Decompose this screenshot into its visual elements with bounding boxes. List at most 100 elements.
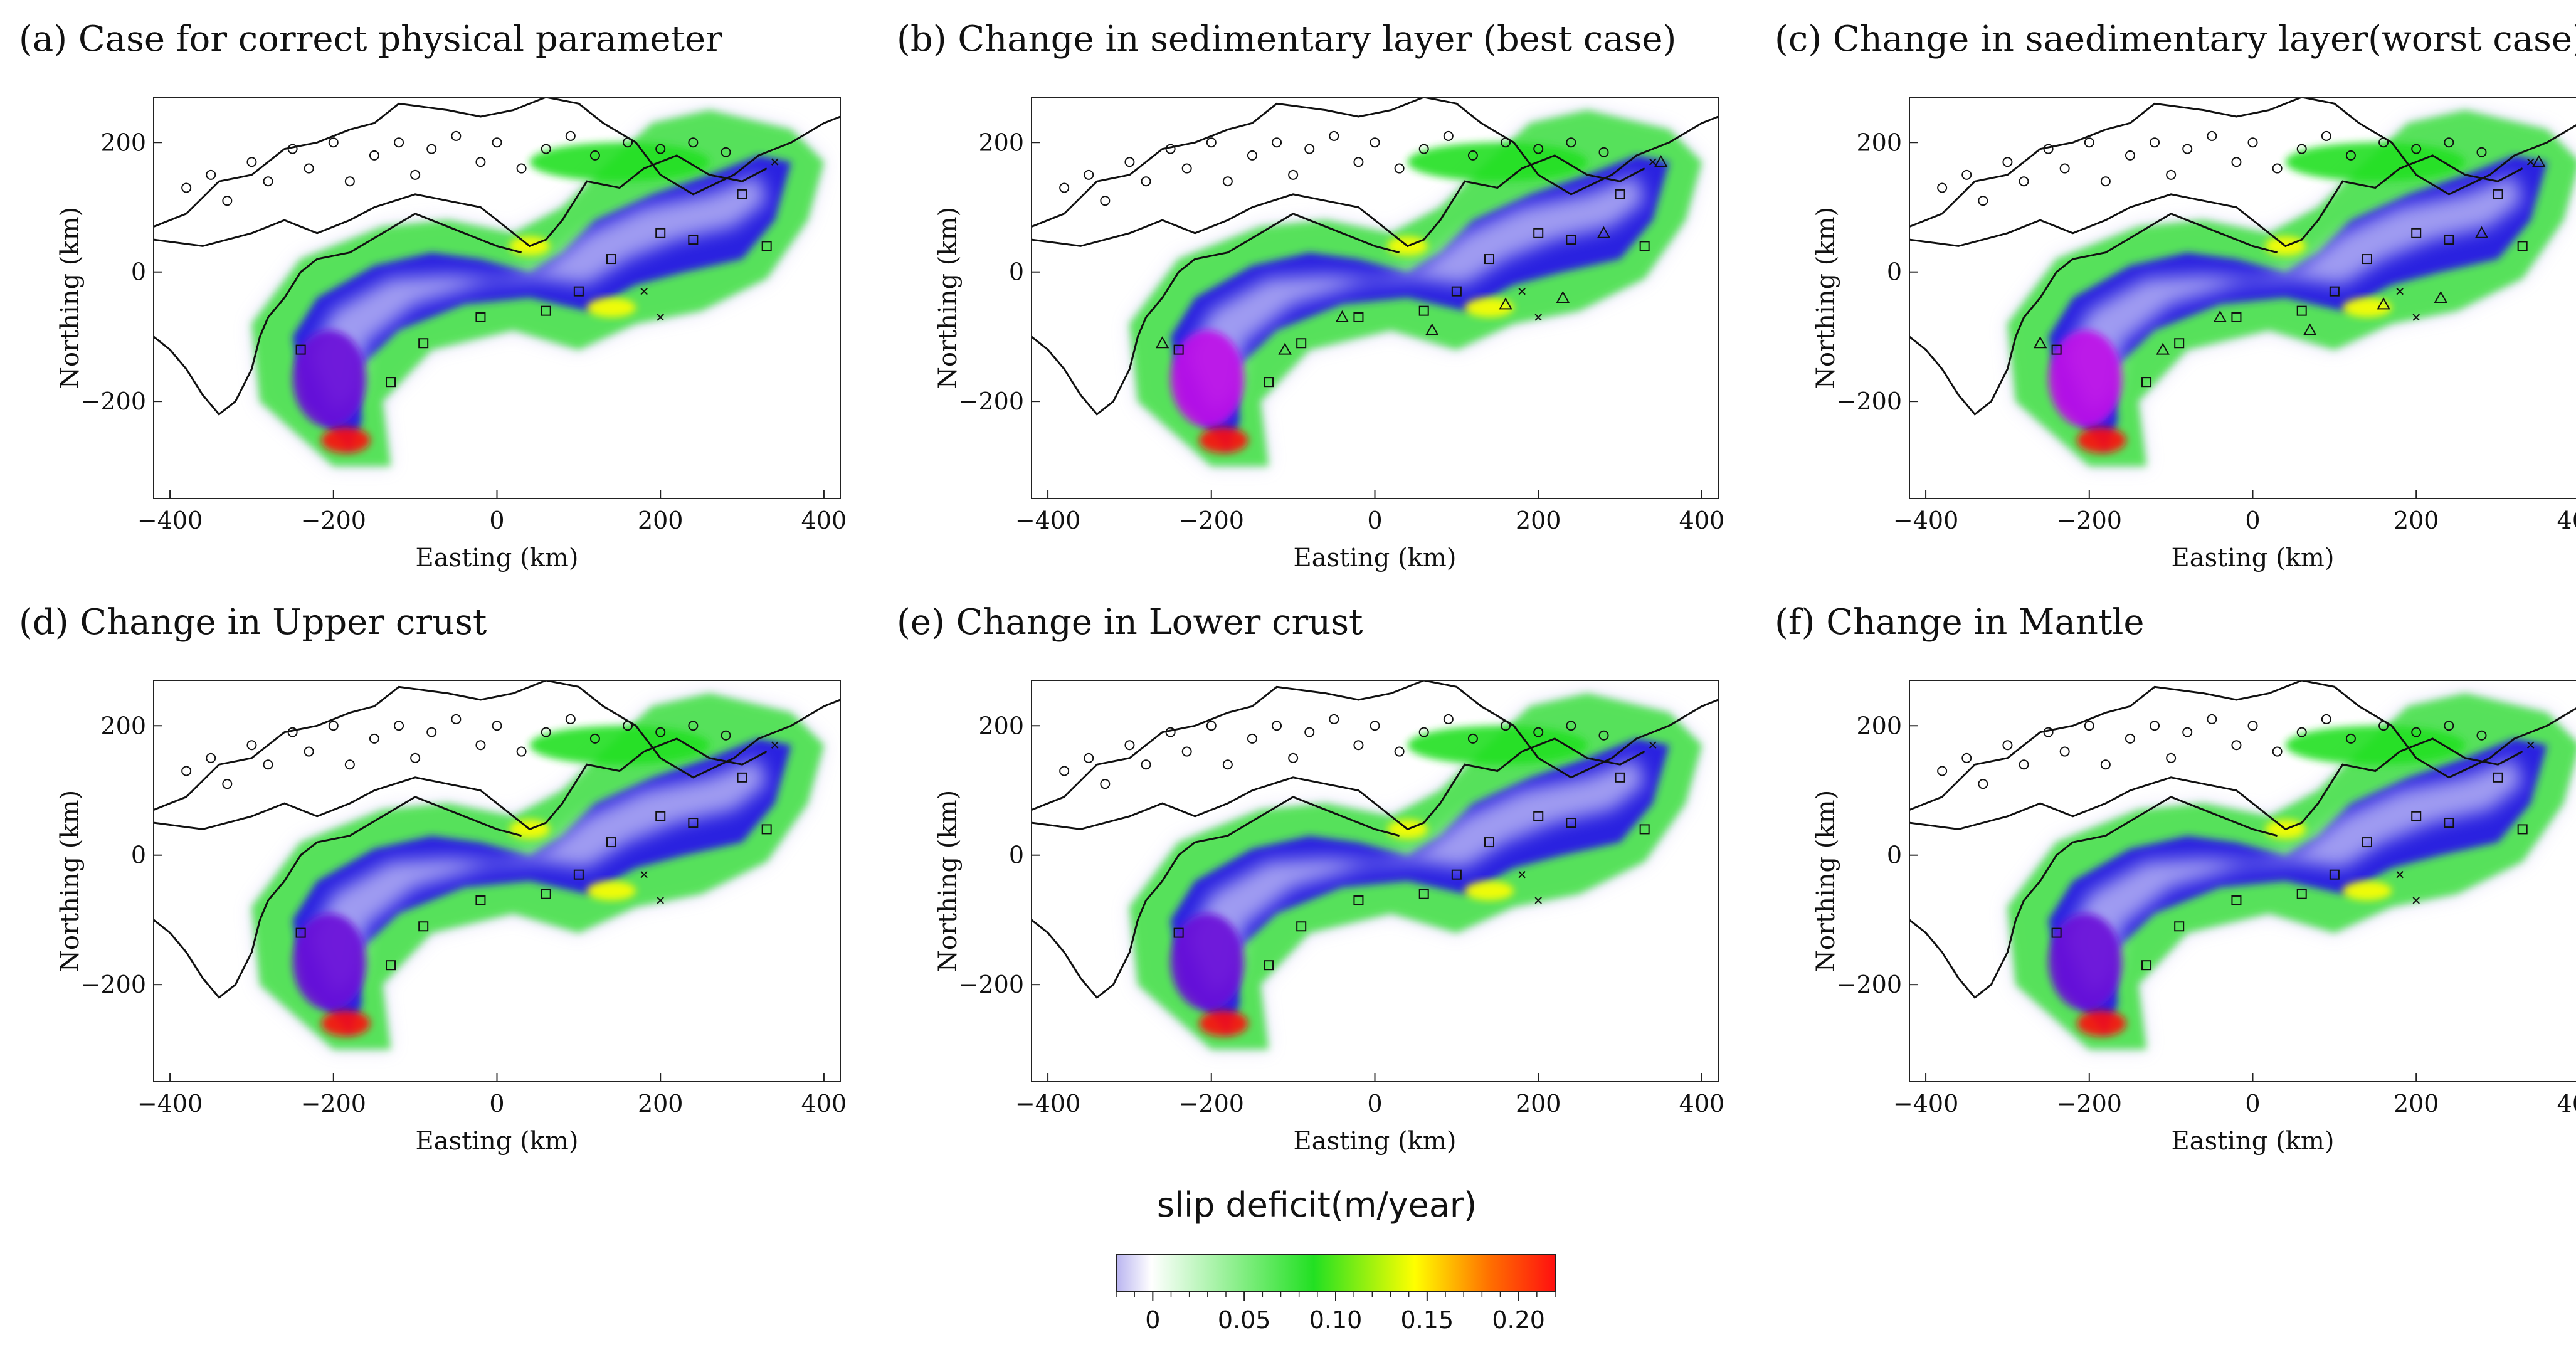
x-axis-label: Easting (km) — [416, 1127, 579, 1156]
triangle-station — [1654, 155, 1668, 167]
seafloor-station — [655, 811, 666, 821]
gnss-station — [2084, 137, 2094, 148]
triangle-station — [1155, 336, 1169, 349]
gnss-station — [2100, 759, 2111, 770]
seafloor-station — [2362, 254, 2372, 265]
cross-station — [1518, 870, 1526, 879]
gnss-station — [2411, 727, 2422, 737]
gnss-station — [2231, 157, 2242, 167]
gnss-station — [369, 733, 379, 744]
seafloor-station — [1451, 286, 1462, 297]
gnss-station — [2378, 721, 2389, 731]
coastline — [1909, 97, 2576, 228]
x-tick-label: −400 — [1893, 1090, 1958, 1117]
gnss-station — [1288, 169, 1299, 180]
gnss-station — [2166, 752, 2177, 763]
seafloor-station — [2051, 344, 2062, 355]
gnss-station — [2345, 150, 2356, 161]
cross-station — [2412, 314, 2420, 321]
seafloor-station — [688, 235, 699, 245]
seafloor-station — [2444, 818, 2454, 828]
seafloor-station — [1296, 338, 1307, 349]
cross-station — [771, 158, 779, 166]
gnss-station — [287, 727, 298, 737]
seafloor-station — [1533, 811, 1544, 821]
panel-title: (d) Change in Upper crust — [19, 602, 487, 643]
triangle-station — [1597, 226, 1611, 238]
coastline — [154, 97, 840, 228]
seafloor-station — [606, 837, 616, 848]
gnss-station — [222, 779, 233, 789]
panel-f: (f) Change in Mantle−400−20002004002000−… — [1775, 602, 2576, 1166]
coastline — [1032, 796, 1400, 999]
gnss-station — [1329, 130, 1339, 141]
seafloor-station — [1484, 254, 1494, 265]
gnss-station — [1533, 144, 1544, 154]
x-tick-label: −400 — [1015, 507, 1080, 534]
gnss-station — [2321, 130, 2331, 141]
gnss-station — [181, 766, 192, 776]
gnss-station — [344, 176, 355, 187]
gnss-station — [2296, 727, 2307, 737]
coastline — [154, 680, 840, 811]
gnss-station — [287, 144, 298, 154]
y-tick-label: −200 — [1837, 388, 1902, 415]
gnss-station — [516, 163, 527, 174]
seafloor-station — [655, 228, 666, 238]
y-tick-label: −200 — [81, 971, 146, 998]
gnss-station — [589, 150, 600, 161]
gnss-station — [2476, 147, 2487, 157]
gnss-station — [369, 150, 379, 161]
cross-station — [657, 314, 664, 321]
seafloor-station — [737, 772, 747, 783]
triangle-station — [2213, 310, 2227, 322]
gnss-station — [1206, 137, 1217, 148]
y-axis-label: Northing (km) — [56, 790, 85, 972]
seafloor-station — [2329, 286, 2340, 297]
seafloor-station — [573, 869, 584, 880]
y-axis-label: Northing (km) — [56, 207, 85, 389]
coastline — [1909, 154, 2523, 248]
triangle-station — [1278, 342, 1292, 355]
coastline — [154, 154, 768, 248]
hotspot — [2342, 881, 2392, 900]
gnss-station — [2019, 176, 2029, 187]
gnss-station — [1353, 157, 1364, 167]
hotspot — [1199, 1010, 1248, 1037]
gnss-station — [565, 130, 576, 141]
gnss-station — [2125, 733, 2135, 744]
y-tick-label: 200 — [978, 129, 1024, 156]
seafloor-station — [573, 286, 584, 297]
gnss-station — [2150, 721, 2160, 731]
gnss-station — [304, 746, 314, 757]
coastline — [1909, 680, 2576, 811]
hotspot — [1407, 142, 1588, 182]
gnss-station — [2084, 721, 2094, 731]
gnss-station — [2059, 746, 2070, 757]
coastline — [1032, 213, 1400, 416]
x-axis-label: Easting (km) — [2172, 1127, 2335, 1156]
triangle-station — [2377, 297, 2390, 310]
seafloor-station — [475, 895, 486, 905]
x-axis-label: Easting (km) — [416, 544, 579, 573]
gnss-station — [2182, 144, 2193, 154]
hotspot — [2285, 142, 2466, 182]
hotspot — [1464, 298, 1514, 317]
panel-title: (e) Change in Lower crust — [897, 602, 1363, 643]
gnss-station — [304, 163, 314, 174]
seafloor-station — [1615, 189, 1625, 199]
seafloor-station — [2141, 960, 2152, 971]
y-tick-label: −200 — [959, 388, 1024, 415]
y-axis-label: Northing (km) — [1812, 207, 1840, 389]
gnss-station — [1370, 721, 1380, 731]
gnss-station — [2247, 721, 2258, 731]
x-tick-label: −200 — [301, 507, 366, 534]
hotspot — [292, 330, 366, 428]
y-tick-label: −200 — [81, 388, 146, 415]
colorbar-title: slip deficit(m/year) — [1156, 1185, 1477, 1225]
x-tick-label: −200 — [1179, 507, 1244, 534]
seafloor-station — [761, 241, 772, 251]
seafloor-station — [1296, 921, 1307, 932]
gnss-station — [1222, 176, 1233, 187]
x-tick-label: 0 — [1367, 1090, 1382, 1117]
